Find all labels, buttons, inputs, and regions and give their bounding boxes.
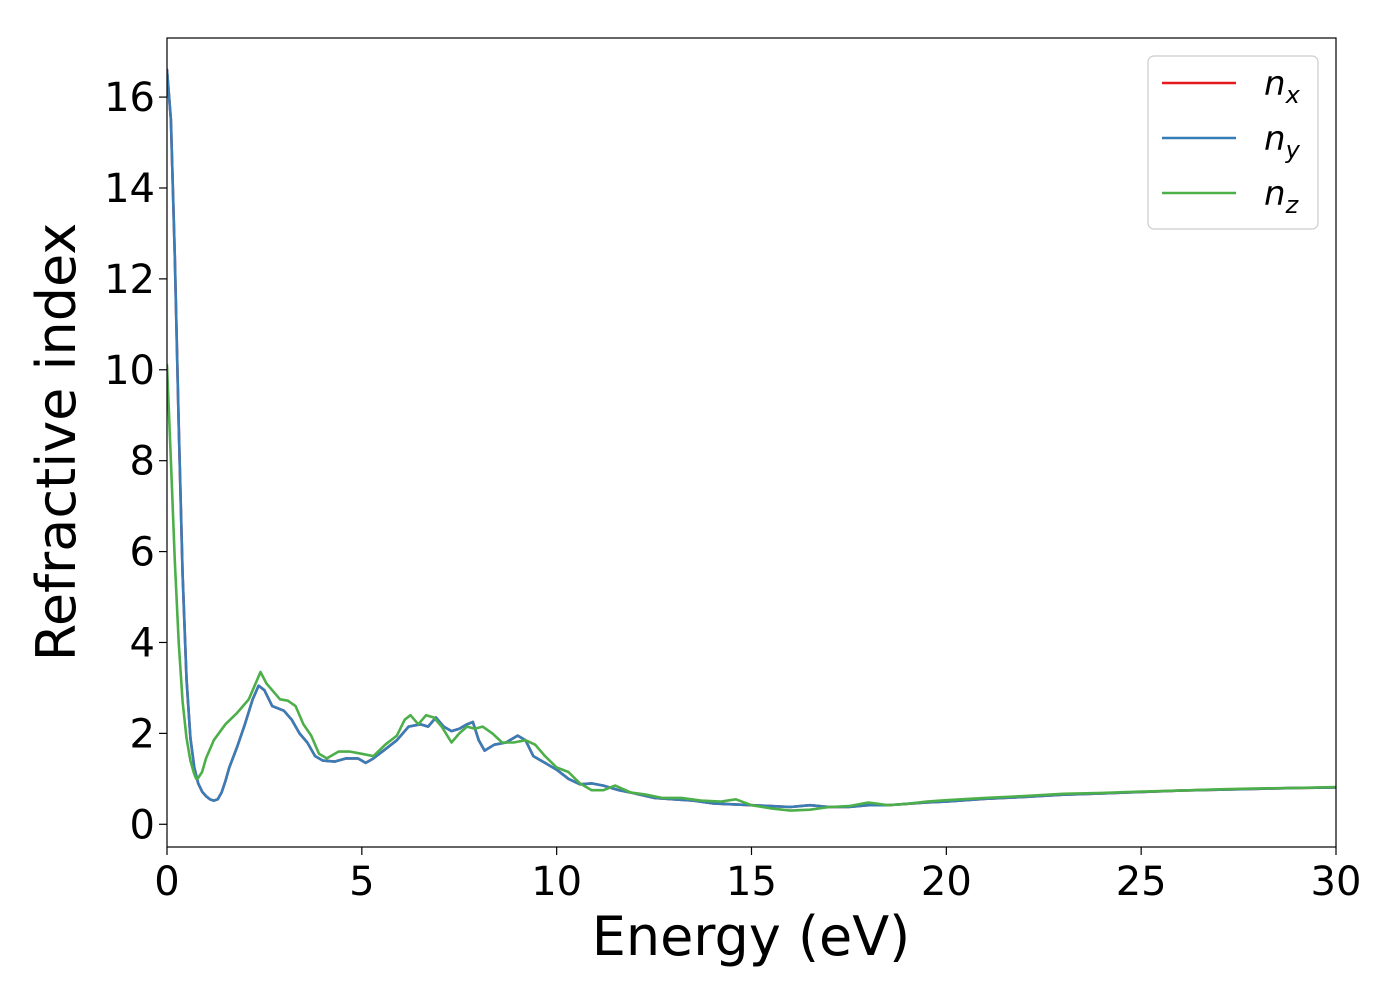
x-tick-label: 25: [1116, 859, 1167, 905]
x-tick-label: 10: [531, 859, 582, 905]
y-tick-label: 4: [130, 620, 155, 666]
y-tick-label: 16: [104, 75, 155, 121]
x-tick-label: 0: [154, 859, 179, 905]
y-tick-label: 10: [104, 348, 155, 394]
legend: nx ny nz: [1147, 55, 1319, 230]
x-axis: 0 5 10 15 20 25 30: [154, 847, 1361, 905]
x-tick-label: 5: [349, 859, 374, 905]
legend-label-y: ny: [1264, 119, 1301, 164]
x-tick-label: 20: [921, 859, 972, 905]
series-line-z: [167, 363, 1336, 812]
y-tick-label: 6: [130, 530, 155, 576]
series-line-y: [167, 68, 1336, 809]
plot-area: [167, 68, 1336, 812]
x-axis-label: Energy (eV): [592, 905, 911, 968]
y-tick-label: 0: [130, 802, 155, 848]
y-tick-label: 14: [104, 166, 155, 212]
legend-label-z: nz: [1264, 174, 1300, 219]
series-layer: [167, 68, 1336, 812]
legend-box: [1147, 55, 1319, 230]
y-axis: 0 2 4 6 8 10 12 14 16: [104, 75, 167, 848]
x-tick-label: 30: [1311, 859, 1362, 905]
legend-label-x: nx: [1264, 64, 1301, 109]
y-tick-label: 12: [104, 257, 155, 303]
y-tick-label: 2: [130, 711, 155, 757]
y-axis-label: Refractive index: [25, 223, 88, 662]
y-tick-label: 8: [130, 439, 155, 485]
x-tick-label: 15: [726, 859, 777, 905]
